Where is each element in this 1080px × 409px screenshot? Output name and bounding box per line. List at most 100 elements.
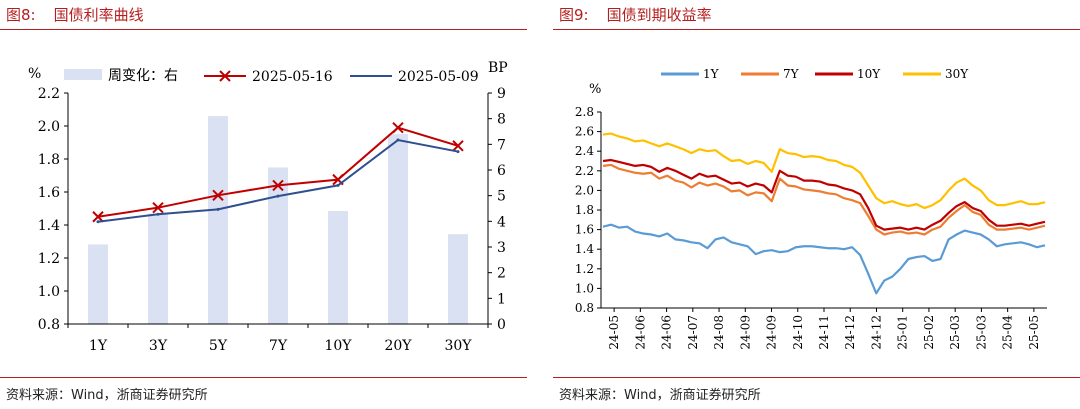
bar-weekly-change	[208, 116, 228, 324]
legend-label: 2025-05-16	[252, 69, 333, 85]
point-2025-05-16	[452, 140, 464, 152]
y-tick-label: 2.2	[575, 164, 594, 178]
legend-label: 30Y	[945, 67, 969, 81]
right-panel: 图9: 国债到期收益率 0.8 1.0 1.2 1.4 1.6 1.8 2.0 2.2 2.4 2.…	[553, 0, 1080, 409]
x-tick-label: 1Y	[89, 338, 108, 354]
legend-label: 7Y	[783, 67, 800, 81]
y-tick-label: 2.8	[575, 105, 594, 119]
source-note: 资料来源：Wind，浙商证券研究所	[559, 388, 761, 403]
point-2025-05-09	[96, 220, 100, 224]
y-tick-label: 1.4	[575, 242, 594, 256]
x-tick-label: 24-06	[633, 315, 647, 350]
point-2025-05-16	[212, 189, 224, 202]
title-rule	[553, 29, 1080, 30]
legend-label: 周变化：右	[108, 68, 178, 84]
legend-label: 10Y	[857, 67, 881, 81]
y-tick-label-left: 0.8	[38, 317, 60, 333]
x-tick-label: 25-02	[922, 315, 936, 350]
y-tick-label-left: 2.0	[38, 119, 60, 135]
source-note: 资料来源：Wind，浙商证券研究所	[6, 388, 208, 403]
x-tick-label: 25-05	[1027, 315, 1041, 350]
line-10Y	[602, 158, 1046, 231]
source-rule	[0, 377, 527, 378]
y-axis-label-right: BP	[488, 60, 508, 76]
y-axis-label-left: %	[28, 66, 41, 82]
y-tick-label-right: 7	[497, 137, 506, 153]
y-tick-label: 1.2	[575, 262, 594, 276]
x-tick-label: 25-01	[896, 315, 910, 350]
point-2025-05-09	[336, 183, 340, 187]
figure-number: 图9:	[559, 6, 589, 24]
figure-number: 图8:	[6, 6, 36, 24]
point-2025-05-09	[396, 138, 400, 142]
y-tick-label-left: 1.2	[38, 251, 60, 267]
y-tick-label-right: 0	[497, 317, 506, 333]
point-2025-05-09	[456, 150, 460, 154]
y-axis-label: %	[589, 82, 601, 97]
bar-weekly-change	[388, 134, 408, 324]
legend-swatch-bar	[64, 69, 102, 80]
x-tick-label: 30Y	[444, 338, 472, 354]
point-2025-05-09	[156, 212, 160, 216]
y-tick-label-right: 2	[497, 266, 506, 282]
y-tick-label-right: 3	[497, 240, 506, 256]
y-tick-label-right: 9	[497, 86, 506, 102]
y-tick-label: 2.6	[575, 125, 594, 139]
x-tick-label: 24-12	[869, 315, 883, 350]
legend-label: 1Y	[703, 67, 720, 81]
title-rule	[0, 29, 527, 30]
x-tick-label: 7Y	[269, 338, 288, 354]
figure-title-text: 国债利率曲线	[53, 6, 144, 24]
x-tick-label: 5Y	[209, 338, 228, 354]
x-tick-label: 25-03	[974, 315, 988, 350]
figure-title: 图9: 国债到期收益率	[559, 4, 712, 25]
x-tick-label: 24-09	[765, 315, 779, 350]
figure-title: 图8: 国债利率曲线	[6, 4, 144, 25]
x-tick-label: 24-12	[843, 315, 857, 350]
y-tick-label: 1.8	[575, 203, 594, 217]
x-tick-label: 24-11	[817, 315, 831, 350]
x-tick-label: 24-05	[607, 315, 621, 350]
point-2025-05-16	[272, 179, 284, 192]
bar-weekly-change	[268, 167, 288, 324]
left-panel: 图8: 国债利率曲线 0.8 1.0 1.2 1.4 1.6 1.8 2.0 2.2 0 1 2 3 4 5…	[0, 0, 527, 409]
yield-curve-chart: 0.8 1.0 1.2 1.4 1.6 1.8 2.0 2.2 0 1 2 3 4 5 6 7 8 9 1Y 3Y 5Y…	[28, 60, 508, 354]
bar-weekly-change	[148, 213, 168, 324]
y-tick-label-right: 4	[497, 214, 506, 230]
treasury-yield-chart: 0.8 1.0 1.2 1.4 1.6 1.8 2.0 2.2 2.4 2.6 2.8% 24-05 2…	[575, 67, 1047, 350]
x-tick-label: 10Y	[324, 338, 352, 354]
y-tick-label-left: 2.2	[38, 86, 60, 102]
point-2025-05-09	[276, 194, 280, 198]
point-2025-05-09	[216, 207, 220, 211]
y-tick-label-left: 1.4	[38, 218, 60, 234]
line-30Y	[602, 132, 1046, 210]
y-tick-label: 1.6	[575, 223, 594, 237]
y-tick-label: 0.8	[575, 301, 594, 315]
y-tick-label-right: 6	[497, 163, 506, 179]
x-tick-label: 3Y	[149, 338, 168, 354]
x-tick-label: 24-09	[738, 315, 752, 350]
y-tick-label-left: 1.8	[38, 152, 60, 168]
bar-weekly-change	[88, 244, 108, 324]
x-tick-label: 24-06	[660, 315, 674, 350]
bar-weekly-change	[448, 234, 468, 324]
y-tick-label: 2.4	[575, 144, 594, 158]
source-rule	[553, 377, 1080, 378]
y-tick-label: 2.0	[575, 183, 594, 197]
line-1Y	[602, 223, 1046, 295]
legend-marker-x	[219, 70, 231, 82]
y-tick-label-left: 1.0	[38, 284, 60, 300]
point-2025-05-16	[392, 121, 404, 134]
y-tick-label-right: 1	[497, 291, 506, 307]
y-tick-label-right: 8	[497, 112, 506, 128]
x-tick-label: 25-04	[1001, 315, 1015, 350]
y-tick-label: 1.0	[575, 281, 594, 295]
x-tick-label: 24-10	[791, 315, 805, 350]
y-tick-label-left: 1.6	[38, 185, 60, 201]
y-tick-label-right: 5	[497, 189, 506, 205]
x-tick-label: 24-07	[686, 315, 700, 350]
x-tick-label: 24-08	[712, 315, 726, 350]
line-7Y	[602, 163, 1046, 236]
bar-weekly-change	[328, 211, 348, 324]
point-2025-05-16	[152, 201, 164, 214]
